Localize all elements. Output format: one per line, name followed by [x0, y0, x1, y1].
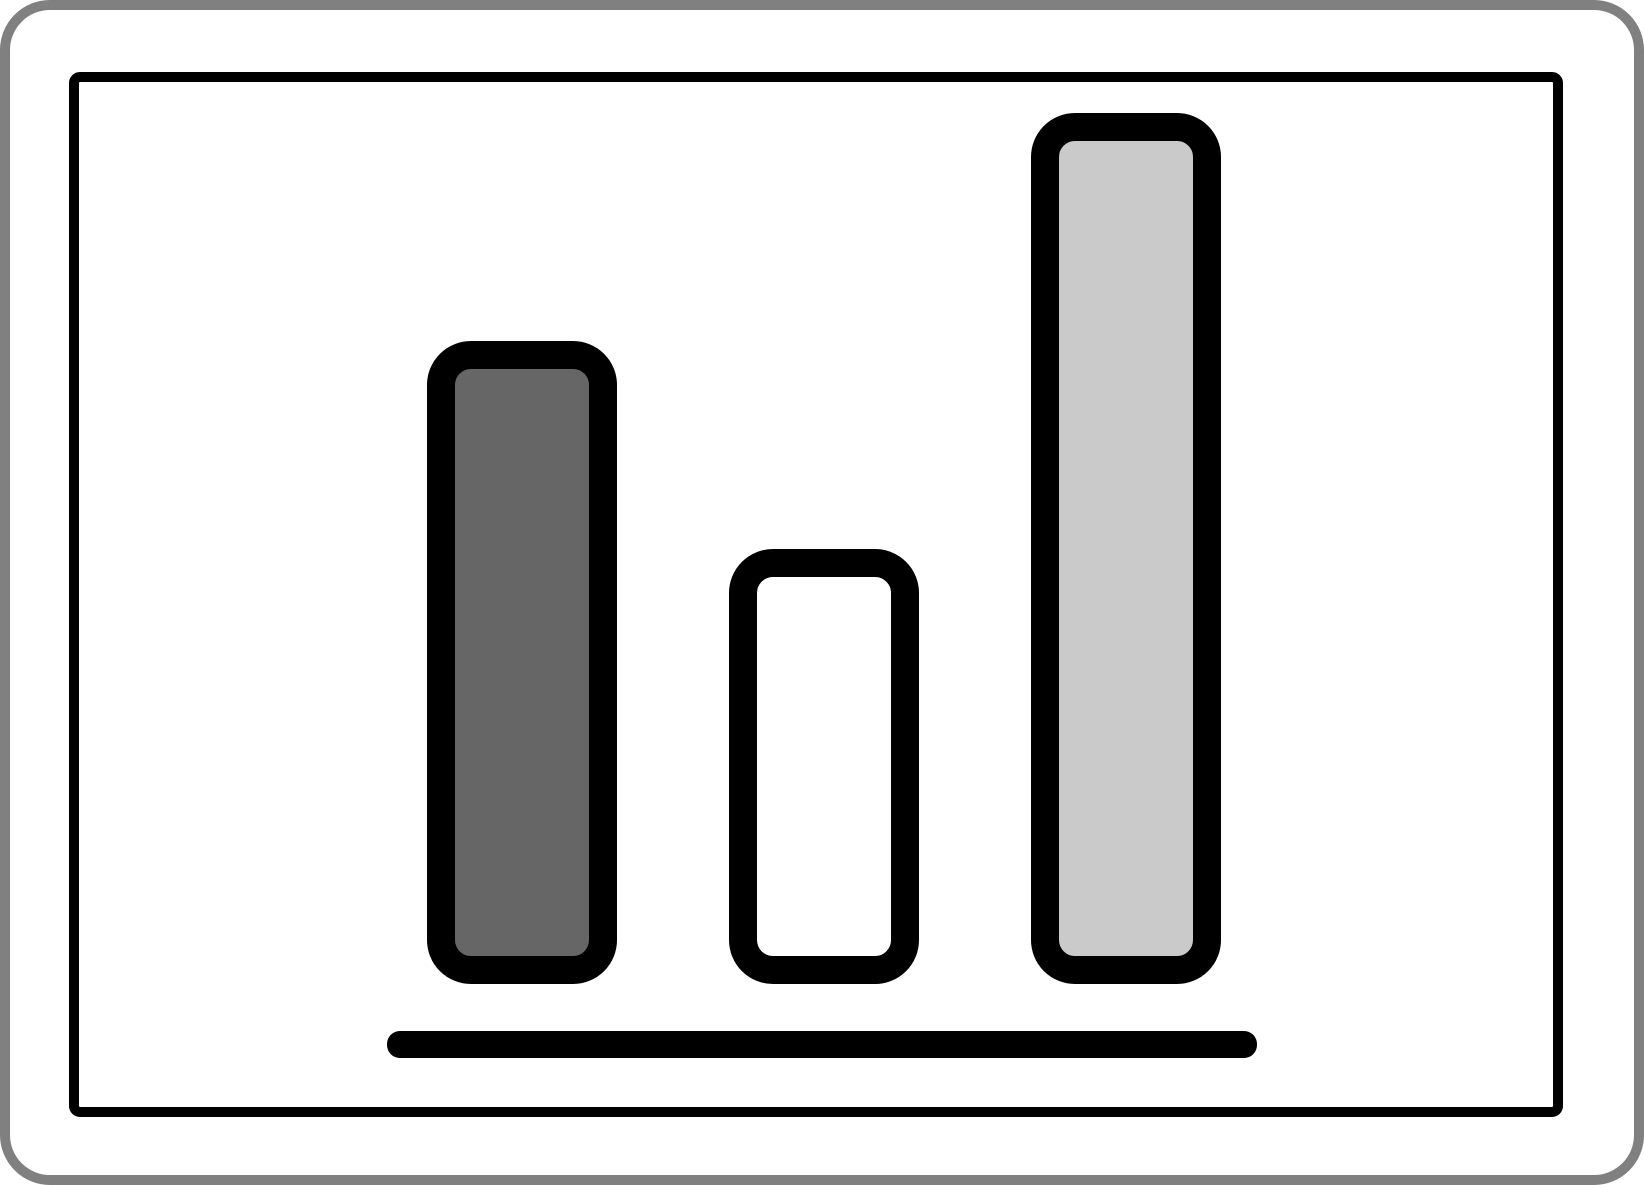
bar-3 — [1031, 113, 1221, 984]
bar-2 — [729, 549, 919, 984]
chart-baseline — [387, 1031, 1257, 1058]
bars-group — [427, 113, 1221, 984]
bar-1 — [427, 341, 617, 984]
